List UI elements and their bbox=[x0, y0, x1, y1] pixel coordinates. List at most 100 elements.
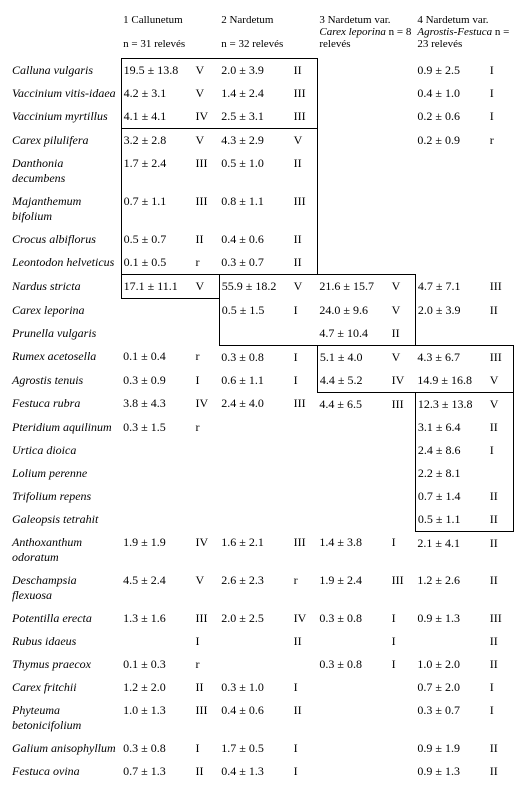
class-cell: II bbox=[292, 630, 318, 653]
class-cell: V bbox=[390, 345, 416, 369]
value-cell: 0.7 ± 1.4 bbox=[415, 485, 487, 508]
table-row: Pteridium aquilinum0.3 ± 1.5r3.1 ± 6.4II bbox=[10, 416, 514, 439]
species-name: Agrostis tenuis bbox=[10, 369, 121, 393]
table-row: Agrostis tenuis0.3 ± 0.9I0.6 ± 1.1I4.4 ±… bbox=[10, 369, 514, 393]
class-cell: r bbox=[194, 251, 220, 275]
class-cell: r bbox=[194, 416, 220, 439]
value-cell: 1.2 ± 2.0 bbox=[121, 676, 193, 699]
value-cell: 2.4 ± 8.6 bbox=[415, 439, 487, 462]
class-cell bbox=[390, 105, 416, 129]
value-cell bbox=[317, 190, 389, 228]
value-cell: 0.4 ± 1.3 bbox=[219, 760, 291, 783]
value-cell: 4.5 ± 2.4 bbox=[121, 569, 193, 607]
col2-header: 2 Nardetum n = 32 relevés bbox=[219, 10, 317, 59]
value-cell: 19.5 ± 13.8 bbox=[121, 59, 193, 83]
header-row: 1 Callunetum n = 31 relevés 2 Nardetum n… bbox=[10, 10, 514, 59]
col4-title2: Agrostis-Festuca bbox=[417, 26, 492, 38]
class-cell: III bbox=[292, 392, 318, 416]
value-cell: 0.9 ± 1.9 bbox=[415, 737, 487, 760]
table-row: Potentilla erecta1.3 ± 1.6III2.0 ± 2.5IV… bbox=[10, 607, 514, 630]
class-cell: I bbox=[488, 676, 514, 699]
class-cell: I bbox=[292, 760, 318, 783]
value-cell: 0.3 ± 1.0 bbox=[219, 676, 291, 699]
value-cell: 0.3 ± 0.8 bbox=[219, 345, 291, 369]
table-row: Crocus albiflorus0.5 ± 0.7II0.4 ± 0.6II bbox=[10, 228, 514, 251]
value-cell: 0.4 ± 0.6 bbox=[219, 699, 291, 737]
col3-title1: 3 Nardetum var. bbox=[319, 14, 390, 26]
table-row: Vaccinium vitis-idaea4.2 ± 3.1V1.4 ± 2.4… bbox=[10, 82, 514, 105]
class-cell: I bbox=[292, 369, 318, 393]
col1-title1: 1 Callunetum bbox=[123, 14, 183, 26]
col3-title2: Carex leporina bbox=[319, 26, 386, 38]
value-cell: 2.1 ± 4.1 bbox=[415, 531, 487, 569]
species-name: Galeopsis tetrahit bbox=[10, 508, 121, 532]
class-cell bbox=[390, 59, 416, 83]
value-cell: 0.6 ± 1.1 bbox=[219, 369, 291, 393]
value-cell: 4.2 ± 3.1 bbox=[121, 82, 193, 105]
value-cell bbox=[317, 82, 389, 105]
class-cell: II bbox=[390, 322, 416, 346]
value-cell: 0.5 ± 1.0 bbox=[219, 152, 291, 190]
value-cell: 2.4 ± 4.0 bbox=[219, 392, 291, 416]
class-cell: III bbox=[390, 569, 416, 607]
value-cell: 0.1 ± 0.4 bbox=[121, 345, 193, 369]
class-cell: I bbox=[194, 630, 220, 653]
value-cell: 1.4 ± 3.8 bbox=[317, 531, 389, 569]
value-cell: 0.5 ± 1.5 bbox=[219, 299, 291, 322]
class-cell bbox=[390, 462, 416, 485]
value-cell: 0.1 ± 0.3 bbox=[121, 653, 193, 676]
value-cell bbox=[415, 630, 487, 653]
class-cell: V bbox=[488, 369, 514, 393]
table-row: Leontodon helveticus0.1 ± 0.5r0.3 ± 0.7I… bbox=[10, 251, 514, 275]
value-cell: 1.9 ± 2.4 bbox=[317, 569, 389, 607]
table-row: Nardus stricta17.1 ± 11.1V55.9 ± 18.2V21… bbox=[10, 275, 514, 299]
value-cell: 21.6 ± 15.7 bbox=[317, 275, 389, 299]
value-cell: 0.3 ± 0.7 bbox=[219, 251, 291, 275]
class-cell: IV bbox=[194, 531, 220, 569]
table-body: Calluna vulgaris19.5 ± 13.8V2.0 ± 3.9II0… bbox=[10, 59, 514, 784]
class-cell: II bbox=[292, 251, 318, 275]
table-row: Galeopsis tetrahit0.5 ± 1.1II bbox=[10, 508, 514, 532]
value-cell bbox=[121, 322, 193, 346]
value-cell: 0.5 ± 0.7 bbox=[121, 228, 193, 251]
value-cell: 2.0 ± 3.9 bbox=[219, 59, 291, 83]
value-cell: 4.3 ± 2.9 bbox=[219, 129, 291, 153]
species-name: Galium anisophyllum bbox=[10, 737, 121, 760]
col1-header: 1 Callunetum n = 31 relevés bbox=[121, 10, 219, 59]
class-cell: I bbox=[390, 653, 416, 676]
value-cell bbox=[219, 653, 291, 676]
class-cell: II bbox=[488, 630, 514, 653]
species-name: Prunella vulgaris bbox=[10, 322, 121, 346]
col4-title1: 4 Nardetum var. bbox=[417, 14, 488, 26]
value-cell: 12.3 ± 13.8 bbox=[415, 392, 487, 416]
class-cell bbox=[390, 699, 416, 737]
class-cell bbox=[292, 485, 318, 508]
class-cell: V bbox=[292, 275, 318, 299]
species-name: Festuca ovina bbox=[10, 760, 121, 783]
class-cell: III bbox=[292, 105, 318, 129]
species-name: Phyteuma betonicifolium bbox=[10, 699, 121, 737]
species-name: Anthoxanthum odoratum bbox=[10, 531, 121, 569]
value-cell: 0.3 ± 0.8 bbox=[121, 737, 193, 760]
class-cell: II bbox=[194, 760, 220, 783]
class-cell: II bbox=[194, 676, 220, 699]
class-cell: I bbox=[390, 630, 416, 653]
class-cell: I bbox=[194, 737, 220, 760]
value-cell: 14.9 ± 16.8 bbox=[415, 369, 487, 393]
value-cell: 0.7 ± 2.0 bbox=[415, 676, 487, 699]
class-cell bbox=[390, 416, 416, 439]
value-cell: 4.4 ± 5.2 bbox=[317, 369, 389, 393]
species-name: Festuca rubra bbox=[10, 392, 121, 416]
species-name: Lolium perenne bbox=[10, 462, 121, 485]
value-cell bbox=[317, 485, 389, 508]
class-cell: V bbox=[390, 299, 416, 322]
table-row: Anthoxanthum odoratum1.9 ± 1.9IV1.6 ± 2.… bbox=[10, 531, 514, 569]
value-cell bbox=[415, 228, 487, 251]
col3-header: 3 Nardetum var. Carex leporina n = 8 rel… bbox=[317, 10, 415, 59]
class-cell: IV bbox=[292, 607, 318, 630]
value-cell: 3.2 ± 2.8 bbox=[121, 129, 193, 153]
value-cell: 0.3 ± 1.5 bbox=[121, 416, 193, 439]
class-cell: III bbox=[292, 190, 318, 228]
class-cell: III bbox=[292, 531, 318, 569]
value-cell bbox=[317, 737, 389, 760]
